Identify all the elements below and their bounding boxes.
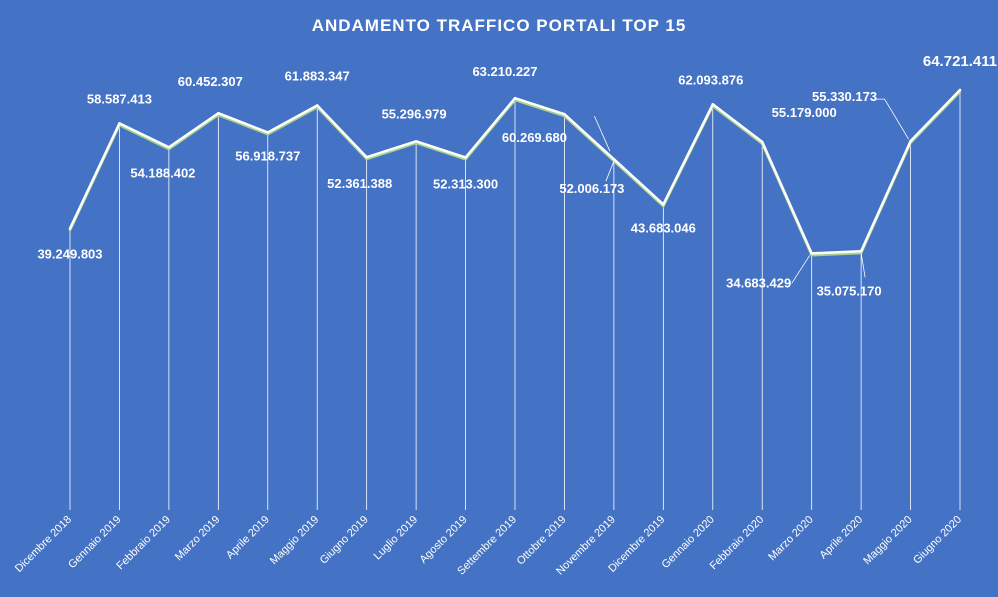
x-tick-label: Maggio 2019 [268,514,321,567]
data-point [859,250,863,253]
series-line-shadow [118,123,171,151]
data-point [513,97,517,100]
leader-line [605,161,615,182]
x-tick-label: Giugno 2019 [318,514,371,567]
data-label: 52.361.388 [327,176,392,191]
x-tick-label: Marzo 2019 [173,514,223,564]
x-tick-label: Agosto 2019 [418,514,470,566]
series-line-segment [217,111,270,134]
data-point [118,122,121,125]
x-tick-label: Luglio 2019 [372,514,421,563]
data-point [68,227,72,230]
data-label: 60.269.680 [502,130,567,145]
series-line-segment [118,122,171,149]
series-line-segment [859,139,912,253]
x-tick-label: Maggio 2020 [861,514,914,567]
data-label: 55.179.000 [772,105,837,120]
data-point [365,156,368,159]
series-line-shadow [810,251,863,257]
data-label: 56.918.737 [235,148,300,163]
data-label: 55.330.173 [812,89,877,104]
series-line-shadow [167,113,220,151]
leader-line [791,255,811,284]
series-line-shadow [414,141,467,161]
series-line-shadow [909,90,962,145]
data-point [958,88,962,92]
data-point [217,112,220,115]
x-tick-label: Aprile 2020 [817,514,865,562]
data-label: 55.296.979 [382,106,447,121]
series-line-segment [513,96,566,116]
series-line-segment [365,140,418,159]
data-label: 60.452.307 [178,74,243,89]
data-point [662,203,665,206]
data-point [909,139,912,143]
leader-line [594,116,611,152]
x-tick-label: Aprile 2019 [224,514,272,562]
series-line-segment [760,140,813,255]
series-line-segment [315,104,368,159]
series-line-shadow [612,159,665,208]
series-line-segment [711,103,764,144]
series-line-segment [909,88,962,143]
leader-line [876,98,909,140]
series-line-shadow [266,105,319,136]
data-point [711,103,714,106]
data-label: 52.313.300 [433,177,498,192]
data-label: 43.683.046 [631,220,696,235]
data-point [563,113,566,116]
data-label: 63.210.227 [472,64,537,79]
series-line-segment [464,96,517,159]
data-label: 35.075.170 [817,283,882,298]
data-label: 61.883.347 [285,68,350,83]
data-label: 58.587.413 [87,91,152,106]
x-tick-label: Giugno 2020 [911,514,964,567]
series-line-segment [266,104,319,134]
series-line-shadow [563,114,616,163]
series-line-segment [167,111,220,149]
data-point [464,156,467,159]
data-label: 54.188.402 [130,165,195,180]
series-line-shadow [711,104,764,145]
series-line-shadow [217,113,270,136]
series-line-segment [810,250,863,255]
series-line-segment [612,157,665,206]
data-point [316,104,319,107]
x-tick-label: Dicembre 2018 [13,514,74,575]
chart-title: ANDAMENTO TRAFFICO PORTALI TOP 15 [312,16,687,35]
data-point [167,146,171,149]
data-point [612,157,616,161]
data-label: 64.721.411 [923,53,997,70]
series-line-shadow [365,141,418,161]
x-tick-label: Marzo 2020 [766,514,816,564]
series-line-segment [68,122,121,230]
data-point [761,140,764,144]
data-label: 52.006.173 [559,181,624,196]
x-tick-label: Ottobre 2019 [515,514,569,568]
data-point [266,131,269,134]
series-line-segment [414,140,467,159]
data-label: 34.683.429 [726,275,791,290]
series-line-shadow [513,98,566,118]
data-point [414,140,418,143]
series-line-segment [563,112,616,161]
leader-line [860,253,866,278]
data-point [810,252,813,255]
data-label: 62.093.876 [678,72,743,87]
series-line-segment [662,103,715,206]
data-label: 39.249.803 [37,247,102,262]
